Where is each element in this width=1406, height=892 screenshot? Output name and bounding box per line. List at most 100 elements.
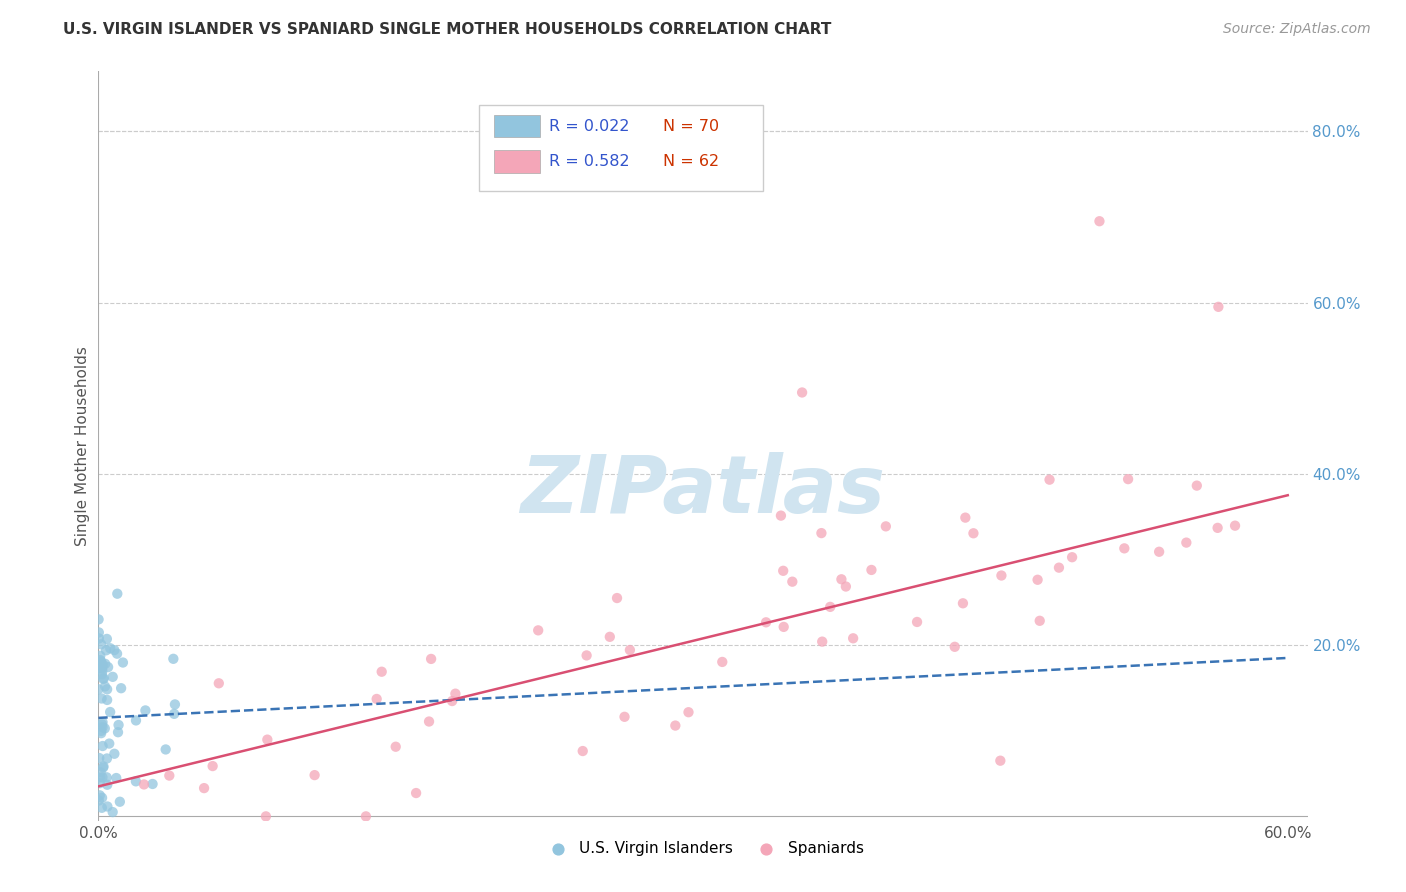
Point (89, 751, 111, 765)
Point (91, 715, 114, 730)
Point (1206, 521, 1229, 535)
Point (91, 667, 114, 681)
Point (842, 632, 865, 646)
Point (1116, 472, 1139, 486)
Point (91, 790, 114, 805)
Bar (494, 150, 540, 172)
Point (830, 572, 852, 586)
Point (444, 687, 467, 701)
Point (370, 665, 392, 679)
Text: R = 0.022: R = 0.022 (550, 119, 630, 134)
Point (366, 692, 388, 706)
Point (91, 717, 114, 731)
Point (811, 634, 834, 648)
Point (91, 664, 114, 678)
Point (163, 706, 186, 721)
Point (91, 760, 114, 774)
Point (94, 643, 117, 657)
Point (256, 732, 278, 747)
Point (606, 591, 628, 605)
Point (125, 714, 148, 728)
Point (755, 615, 778, 630)
Point (91, 720, 114, 734)
Point (955, 510, 977, 524)
FancyBboxPatch shape (479, 105, 763, 191)
Point (89, 776, 111, 790)
Point (105, 587, 128, 601)
Point (89, 789, 111, 803)
Point (988, 754, 1011, 768)
Point (155, 742, 177, 756)
Point (101, 670, 124, 684)
Point (835, 580, 858, 594)
Point (90, 801, 112, 815)
Point (142, 777, 165, 791)
Point (93, 759, 115, 773)
Point (575, 648, 598, 663)
Legend: U.S. Virgin Islanders, Spaniards: U.S. Virgin Islanders, Spaniards (536, 835, 870, 862)
Point (87, 682, 110, 697)
Point (818, 599, 841, 614)
Point (90, 657, 112, 672)
Point (91, 672, 114, 686)
Point (97, 660, 120, 674)
Point (90, 655, 112, 669)
Point (110, 681, 132, 696)
Point (89, 648, 111, 663)
Point (1047, 560, 1070, 574)
Point (132, 777, 155, 791)
Point (875, 519, 897, 533)
Point (772, 620, 794, 634)
Point (96, 632, 118, 646)
Point (1114, 541, 1136, 556)
Point (93, 672, 115, 686)
Point (103, 643, 125, 657)
Point (405, 786, 427, 800)
Text: N = 70: N = 70 (664, 119, 720, 134)
Point (89, 771, 111, 785)
Point (1185, 478, 1208, 492)
Point (1088, 214, 1111, 228)
Point (1208, 300, 1230, 314)
Point (782, 574, 804, 589)
Point (89, 661, 111, 675)
Point (571, 744, 593, 758)
Point (304, 768, 326, 782)
Point (94, 657, 117, 671)
Text: U.S. VIRGIN ISLANDER VS SPANIARD SINGLE MOTHER HOUSEHOLDS CORRELATION CHART: U.S. VIRGIN ISLANDER VS SPANIARD SINGLE … (63, 22, 831, 37)
Point (1147, 545, 1170, 559)
Point (90, 723, 112, 738)
Point (420, 652, 443, 666)
Y-axis label: Single Mother Households: Single Mother Households (75, 346, 90, 546)
Point (1062, 550, 1084, 565)
Point (90, 691, 112, 706)
Point (201, 759, 224, 773)
Text: ZIPatlas: ZIPatlas (520, 452, 886, 530)
Point (860, 563, 883, 577)
Point (1038, 473, 1060, 487)
Point (790, 385, 813, 400)
Point (810, 526, 832, 541)
Point (254, 809, 277, 823)
Text: R = 0.582: R = 0.582 (550, 153, 630, 169)
Point (111, 656, 134, 670)
Point (619, 643, 641, 657)
Point (108, 795, 131, 809)
Text: Source: ZipAtlas.com: Source: ZipAtlas.com (1223, 22, 1371, 37)
Point (91, 739, 114, 753)
Point (89, 653, 111, 667)
Point (952, 596, 974, 610)
Point (91, 661, 114, 675)
Point (90, 637, 112, 651)
Point (163, 698, 186, 712)
Point (90, 765, 112, 780)
Point (599, 630, 621, 644)
Point (769, 508, 792, 523)
Point (94, 722, 117, 736)
Point (962, 526, 984, 541)
Point (1223, 518, 1246, 533)
Point (208, 676, 231, 690)
Point (162, 652, 184, 666)
Text: N = 62: N = 62 (664, 153, 720, 169)
Bar (494, 115, 540, 137)
